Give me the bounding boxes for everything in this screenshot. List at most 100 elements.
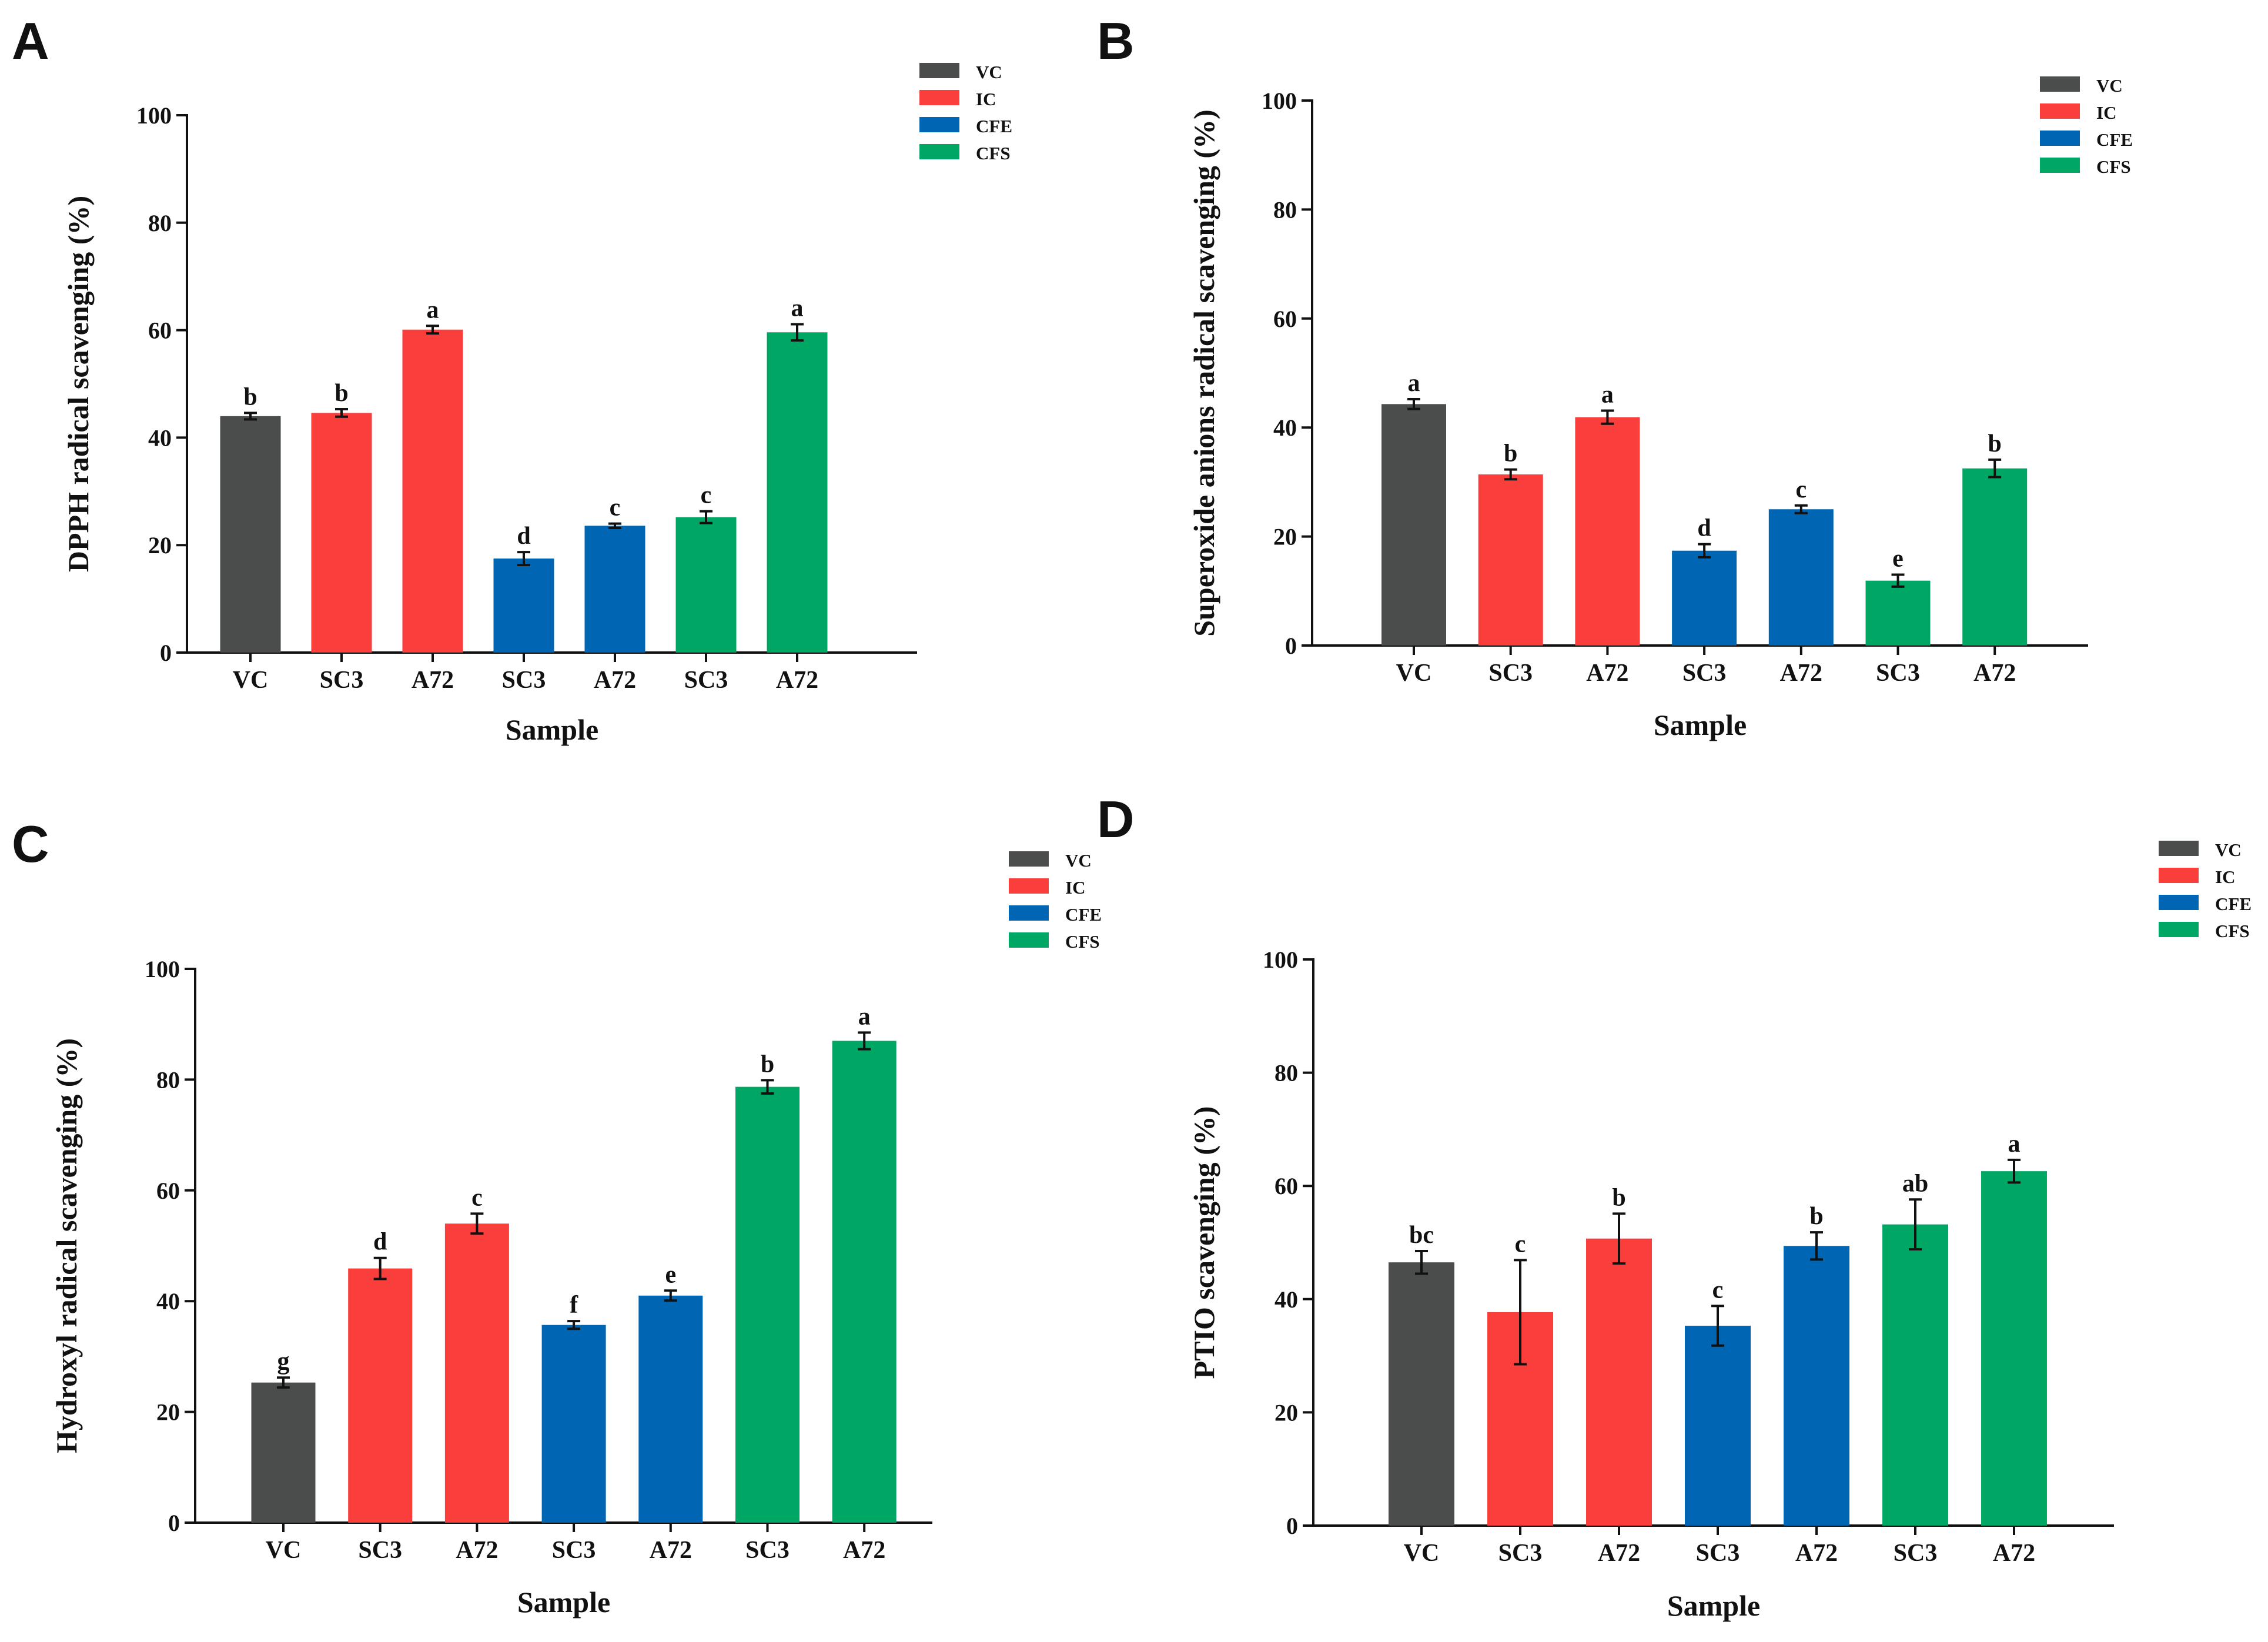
significance-letter: ab <box>1902 1170 1928 1197</box>
y-tick-label: 0 <box>168 1510 180 1536</box>
legend-label-ic: IC <box>976 89 996 109</box>
panel-letter: B <box>1097 12 1135 70</box>
significance-letter: b <box>1809 1203 1823 1230</box>
x-tick-label: SC3 <box>502 667 546 694</box>
y-axis-title: Hydroxyl radical scavenging (%) <box>50 1038 83 1453</box>
y-tick-label: 0 <box>160 640 172 666</box>
legend-swatch-ic <box>919 90 959 105</box>
significance-letter: c <box>1515 1230 1526 1258</box>
bar-ic-a72 <box>1575 417 1640 646</box>
x-tick-label: A72 <box>1973 660 2016 687</box>
bar-cfe-sc3 <box>1685 1326 1751 1526</box>
bar-vc-vc <box>1389 1262 1454 1526</box>
x-tick-label: SC3 <box>1498 1540 1543 1567</box>
y-tick-label: 80 <box>148 210 172 236</box>
legend-swatch-cfe <box>2040 131 2080 146</box>
bar-vc-vc <box>1381 404 1446 646</box>
x-axis-title: Sample <box>517 1586 610 1618</box>
legend-swatch-cfs <box>1009 932 1049 948</box>
legend-label-ic: IC <box>2096 102 2116 123</box>
y-tick-label: 20 <box>1273 524 1297 550</box>
y-tick-label: 100 <box>1262 88 1297 114</box>
chart-panel-c: C 0 20 40 60 80 100 g VC d SC3 c A72 f SC3 e A72 b SC3 a A72… <box>12 815 1102 1618</box>
legend-label-vc: VC <box>1065 850 1092 871</box>
legend-swatch-cfs <box>2040 158 2080 173</box>
bar-cfs-sc3 <box>1865 580 1931 646</box>
y-tick-label: 60 <box>1275 1173 1298 1199</box>
legend-swatch-cfe <box>2159 895 2199 910</box>
significance-letter: e <box>665 1261 676 1288</box>
y-tick-label: 100 <box>145 956 180 982</box>
significance-letter: b <box>334 380 348 407</box>
legend-swatch-cfe <box>1009 905 1049 921</box>
x-axis-title: Sample <box>1667 1589 1760 1622</box>
legend-label-cfs: CFS <box>1065 931 1100 952</box>
y-axis-title: DPPH radical scavenging (%) <box>62 196 95 572</box>
bar-cfe-sc3 <box>1672 550 1737 646</box>
bar-cfs-sc3 <box>735 1086 800 1523</box>
legend: VC IC CFE CFS <box>1009 850 1102 952</box>
legend-label-ic: IC <box>1065 877 1085 898</box>
significance-letter: c <box>1795 476 1807 503</box>
bar-cfs-a72 <box>1981 1171 2047 1526</box>
x-tick-label: A72 <box>1795 1540 1838 1567</box>
legend-label-cfe: CFE <box>2096 129 2133 150</box>
y-tick-label: 20 <box>148 532 172 559</box>
y-tick-label: 60 <box>156 1178 180 1204</box>
legend-swatch-ic <box>1009 878 1049 894</box>
y-tick-label: 40 <box>1275 1286 1298 1313</box>
significance-letter: c <box>701 482 712 509</box>
bar-cfe-sc3 <box>541 1325 606 1523</box>
legend-label-cfs: CFS <box>976 143 1011 163</box>
significance-letter: b <box>1988 430 2002 457</box>
x-tick-label: A72 <box>776 667 818 694</box>
y-tick-label: 40 <box>148 424 172 451</box>
panel-letter: A <box>12 12 49 70</box>
y-axis-title: PTIO scavenging (%) <box>1187 1106 1220 1379</box>
x-axis-title: Sample <box>506 713 598 746</box>
significance-letter: b <box>761 1051 774 1078</box>
significance-letter: b <box>1612 1184 1625 1211</box>
x-tick-label: SC3 <box>1894 1540 1938 1567</box>
legend: VC IC CFE CFS <box>2159 840 2252 941</box>
bar-cfs-a72 <box>1962 468 2028 646</box>
bar-ic-sc3 <box>1478 474 1543 646</box>
y-axis-title: Superoxide anions radical scavenging (%) <box>1187 109 1220 636</box>
bar-ic-a72 <box>444 1223 509 1523</box>
legend-label-cfs: CFS <box>2215 921 2250 941</box>
x-tick-label: SC3 <box>358 1537 402 1564</box>
y-tick-label: 80 <box>1273 196 1297 223</box>
y-tick-label: 40 <box>1273 414 1297 441</box>
x-tick-label: A72 <box>1598 1540 1640 1567</box>
bar-cfs-sc3 <box>1882 1224 1948 1526</box>
bar-vc-vc <box>251 1382 316 1523</box>
y-tick-label: 100 <box>136 102 172 129</box>
significance-letter: a <box>858 1003 871 1030</box>
bar-cfe-a72 <box>1784 1246 1849 1526</box>
x-tick-label: SC3 <box>684 667 728 694</box>
y-tick-label: 0 <box>1286 1513 1298 1539</box>
x-axis-title: Sample <box>1654 708 1747 741</box>
legend-swatch-cfs <box>919 144 959 159</box>
legend: VC IC CFE CFS <box>2040 75 2133 177</box>
legend-swatch-ic <box>2159 868 2199 883</box>
x-tick-label: SC3 <box>1696 1540 1740 1567</box>
panel-letter: D <box>1097 790 1135 848</box>
x-tick-label: VC <box>1404 1540 1440 1567</box>
x-tick-label: A72 <box>1993 1540 2035 1567</box>
x-tick-label: SC3 <box>1876 660 1920 687</box>
legend-label-cfs: CFS <box>2096 156 2131 177</box>
chart-panel-a: A 0 20 40 60 80 100 b VC b SC3 a A72 d SC3 c A72 c SC3 a A72… <box>12 12 1012 746</box>
x-tick-label: SC3 <box>745 1537 790 1564</box>
legend-swatch-ic <box>2040 103 2080 119</box>
significance-letter: g <box>277 1348 290 1375</box>
y-tick-label: 80 <box>1275 1060 1298 1086</box>
bar-ic-sc3 <box>311 413 372 653</box>
y-tick-label: 100 <box>1263 947 1298 973</box>
bar-ic-a72 <box>1586 1238 1652 1526</box>
bar-ic-sc3 <box>348 1268 413 1523</box>
bar-cfs-sc3 <box>675 517 737 653</box>
x-tick-label: A72 <box>1780 660 1822 687</box>
significance-letter: f <box>570 1292 578 1319</box>
significance-letter: d <box>517 523 530 550</box>
